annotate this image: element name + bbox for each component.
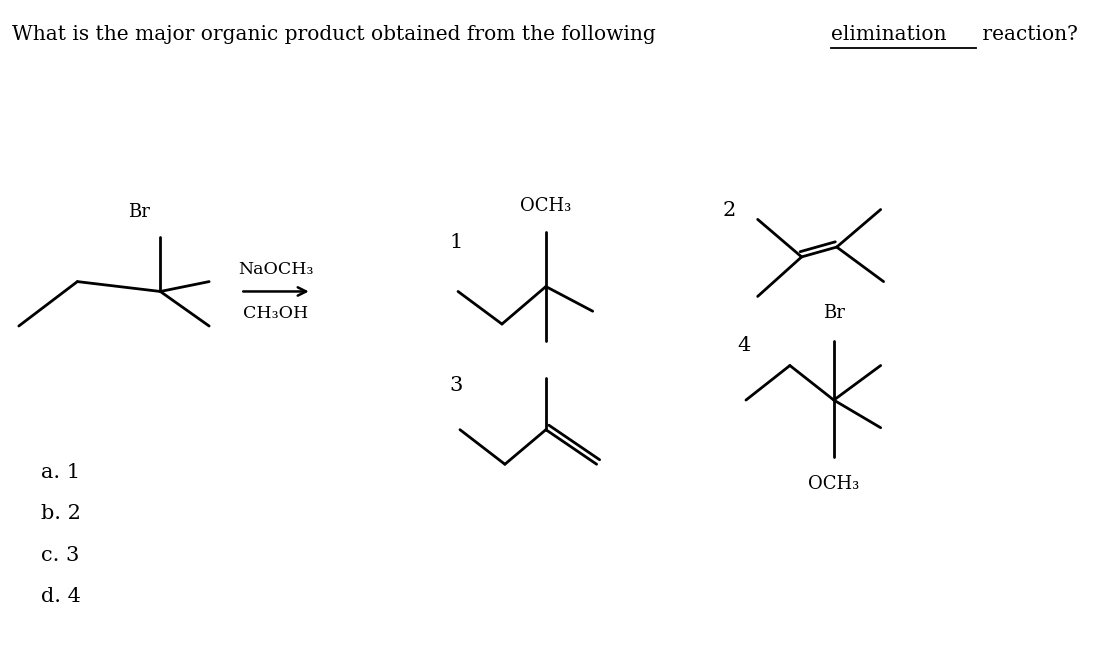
Text: OCH₃: OCH₃ bbox=[520, 197, 572, 215]
Text: d. 4: d. 4 bbox=[41, 587, 81, 606]
Text: 2: 2 bbox=[723, 201, 736, 220]
Text: NaOCH₃: NaOCH₃ bbox=[238, 261, 314, 278]
Text: 1: 1 bbox=[449, 233, 463, 252]
Text: CH₃OH: CH₃OH bbox=[243, 304, 309, 321]
Text: b. 2: b. 2 bbox=[41, 504, 81, 523]
Text: elimination: elimination bbox=[831, 26, 946, 44]
Text: Br: Br bbox=[128, 203, 150, 222]
Text: OCH₃: OCH₃ bbox=[808, 475, 859, 493]
Text: 3: 3 bbox=[449, 376, 463, 395]
Text: Br: Br bbox=[822, 304, 845, 322]
Text: reaction?: reaction? bbox=[976, 26, 1079, 44]
Text: c. 3: c. 3 bbox=[41, 546, 79, 565]
Text: a. 1: a. 1 bbox=[41, 462, 81, 482]
Text: 4: 4 bbox=[737, 337, 751, 356]
Text: What is the major organic product obtained from the following: What is the major organic product obtain… bbox=[12, 26, 662, 44]
